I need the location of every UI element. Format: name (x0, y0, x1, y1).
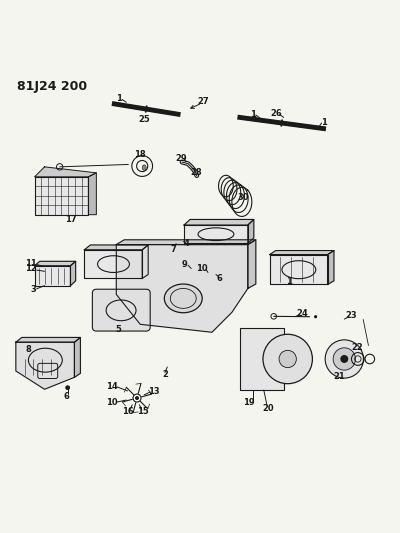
Polygon shape (34, 266, 70, 286)
Text: 27: 27 (197, 98, 209, 107)
Polygon shape (328, 251, 334, 285)
Ellipse shape (164, 284, 202, 313)
Circle shape (133, 394, 141, 402)
Text: 14: 14 (106, 382, 117, 391)
Text: 7: 7 (170, 245, 176, 254)
Text: 28: 28 (190, 167, 202, 176)
Polygon shape (70, 261, 76, 286)
Polygon shape (34, 261, 76, 266)
Text: 81J24 200: 81J24 200 (17, 80, 87, 93)
Polygon shape (248, 220, 254, 244)
Text: 26: 26 (271, 109, 282, 118)
Text: 6: 6 (217, 274, 223, 283)
Text: 21: 21 (334, 372, 345, 381)
Text: 24: 24 (296, 309, 308, 318)
Text: 23: 23 (346, 311, 357, 320)
Text: 1: 1 (286, 277, 292, 286)
Text: 10: 10 (196, 264, 208, 272)
Ellipse shape (263, 334, 312, 384)
Circle shape (325, 340, 364, 378)
Text: 13: 13 (148, 387, 160, 396)
Polygon shape (142, 245, 148, 278)
Ellipse shape (281, 119, 283, 126)
Polygon shape (34, 167, 96, 177)
Polygon shape (16, 342, 74, 389)
Text: 19: 19 (243, 398, 254, 407)
Polygon shape (84, 250, 142, 278)
Polygon shape (184, 220, 254, 225)
Text: 6: 6 (64, 392, 70, 401)
Bar (240, 328, 284, 390)
Circle shape (65, 385, 70, 390)
Text: 20: 20 (263, 403, 274, 413)
Text: 5: 5 (115, 325, 121, 334)
Polygon shape (84, 245, 148, 250)
Text: 11: 11 (25, 259, 36, 268)
Polygon shape (184, 225, 248, 244)
Text: 12: 12 (25, 264, 36, 273)
Text: 15: 15 (137, 407, 148, 416)
Bar (34, 177, 88, 215)
Text: 18: 18 (134, 150, 145, 159)
Text: 16: 16 (122, 407, 133, 416)
Polygon shape (88, 173, 96, 215)
Polygon shape (74, 337, 80, 377)
Circle shape (340, 355, 348, 363)
Circle shape (333, 348, 356, 370)
Circle shape (314, 315, 317, 318)
Polygon shape (16, 337, 80, 342)
Circle shape (279, 350, 296, 368)
Text: 2: 2 (162, 370, 168, 379)
Ellipse shape (142, 165, 146, 171)
Text: 1: 1 (116, 94, 122, 103)
Text: 1: 1 (250, 110, 256, 119)
Polygon shape (116, 240, 256, 245)
Text: 4: 4 (183, 239, 189, 248)
Text: 25: 25 (138, 115, 150, 124)
Text: 29: 29 (176, 154, 187, 163)
Polygon shape (270, 251, 334, 255)
Circle shape (135, 396, 139, 400)
Text: 9: 9 (182, 260, 188, 269)
Text: 3: 3 (30, 285, 36, 294)
Text: 10: 10 (106, 398, 117, 407)
Polygon shape (270, 255, 328, 285)
Text: 30: 30 (237, 193, 249, 203)
Polygon shape (248, 240, 256, 288)
Text: 17: 17 (65, 215, 76, 224)
Ellipse shape (145, 106, 147, 112)
FancyBboxPatch shape (92, 289, 150, 331)
Polygon shape (116, 245, 248, 332)
Text: 22: 22 (352, 343, 363, 352)
Text: 1: 1 (321, 118, 326, 127)
Text: 8: 8 (26, 345, 32, 354)
